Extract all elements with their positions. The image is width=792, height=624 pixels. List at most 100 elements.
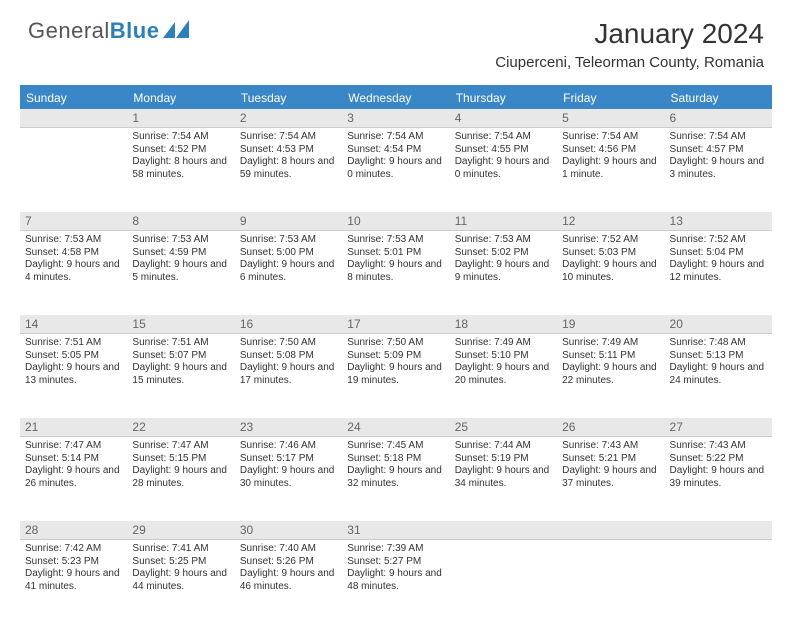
daylight-line: Daylight: 9 hours and 13 minutes. [25, 362, 122, 387]
sunset-line: Sunset: 4:56 PM [562, 144, 659, 157]
sunrise-line: Sunrise: 7:50 AM [347, 337, 444, 350]
daylight-line: Daylight: 9 hours and 3 minutes. [670, 156, 767, 181]
day-cell [20, 128, 127, 212]
sunset-line: Sunset: 5:25 PM [132, 556, 229, 569]
day-number: 30 [235, 521, 342, 539]
daynum-row: 14151617181920 [20, 315, 772, 333]
sunset-line: Sunset: 5:18 PM [347, 453, 444, 466]
header: GeneralBlue January 2024 Ciuperceni, Tel… [0, 0, 792, 77]
daylight-line: Daylight: 9 hours and 1 minute. [562, 156, 659, 181]
sunrise-line: Sunrise: 7:54 AM [455, 131, 552, 144]
day-cell: Sunrise: 7:54 AMSunset: 4:53 PMDaylight:… [235, 128, 342, 212]
sunrise-line: Sunrise: 7:54 AM [670, 131, 767, 144]
sunrise-line: Sunrise: 7:54 AM [240, 131, 337, 144]
day-number: 5 [557, 109, 664, 127]
sunset-line: Sunset: 5:07 PM [132, 350, 229, 363]
day-number: 19 [557, 315, 664, 333]
dow-header: Monday [127, 87, 234, 109]
day-number: 21 [20, 418, 127, 436]
daylight-line: Daylight: 9 hours and 0 minutes. [347, 156, 444, 181]
daylight-line: Daylight: 9 hours and 4 minutes. [25, 259, 122, 284]
day-number: . [557, 521, 664, 539]
sunset-line: Sunset: 5:02 PM [455, 247, 552, 260]
daylight-line: Daylight: 9 hours and 19 minutes. [347, 362, 444, 387]
day-number: 4 [450, 109, 557, 127]
day-number: 14 [20, 315, 127, 333]
brand-part1: General [28, 18, 110, 43]
day-cell [557, 540, 664, 624]
sunset-line: Sunset: 5:03 PM [562, 247, 659, 260]
day-cell: Sunrise: 7:52 AMSunset: 5:04 PMDaylight:… [665, 231, 772, 315]
daylight-line: Daylight: 9 hours and 28 minutes. [132, 465, 229, 490]
sunrise-line: Sunrise: 7:49 AM [562, 337, 659, 350]
daylight-line: Daylight: 9 hours and 37 minutes. [562, 465, 659, 490]
sunset-line: Sunset: 5:04 PM [670, 247, 767, 260]
sunset-line: Sunset: 5:23 PM [25, 556, 122, 569]
day-number: 7 [20, 212, 127, 230]
day-cell: Sunrise: 7:51 AMSunset: 5:05 PMDaylight:… [20, 334, 127, 418]
sunrise-line: Sunrise: 7:50 AM [240, 337, 337, 350]
sunrise-line: Sunrise: 7:53 AM [347, 234, 444, 247]
day-number: 28 [20, 521, 127, 539]
day-cell: Sunrise: 7:47 AMSunset: 5:15 PMDaylight:… [127, 437, 234, 521]
sunset-line: Sunset: 5:19 PM [455, 453, 552, 466]
day-cell: Sunrise: 7:49 AMSunset: 5:11 PMDaylight:… [557, 334, 664, 418]
sunset-line: Sunset: 5:13 PM [670, 350, 767, 363]
day-number: 16 [235, 315, 342, 333]
daylight-line: Daylight: 9 hours and 30 minutes. [240, 465, 337, 490]
day-number: . [665, 521, 772, 539]
day-number: 18 [450, 315, 557, 333]
day-number: 17 [342, 315, 449, 333]
week-row: Sunrise: 7:47 AMSunset: 5:14 PMDaylight:… [20, 436, 772, 521]
daylight-line: Daylight: 9 hours and 24 minutes. [670, 362, 767, 387]
daynum-row: .123456 [20, 109, 772, 127]
sunrise-line: Sunrise: 7:45 AM [347, 440, 444, 453]
day-number: 1 [127, 109, 234, 127]
day-cell: Sunrise: 7:53 AMSunset: 5:02 PMDaylight:… [450, 231, 557, 315]
day-number: 8 [127, 212, 234, 230]
dow-header: Sunday [20, 87, 127, 109]
sunset-line: Sunset: 5:22 PM [670, 453, 767, 466]
sunset-line: Sunset: 5:10 PM [455, 350, 552, 363]
daynum-row: 21222324252627 [20, 418, 772, 436]
sunrise-line: Sunrise: 7:47 AM [25, 440, 122, 453]
day-cell: Sunrise: 7:54 AMSunset: 4:54 PMDaylight:… [342, 128, 449, 212]
sunset-line: Sunset: 4:57 PM [670, 144, 767, 157]
daylight-line: Daylight: 9 hours and 34 minutes. [455, 465, 552, 490]
sunrise-line: Sunrise: 7:52 AM [670, 234, 767, 247]
day-number: 10 [342, 212, 449, 230]
sunset-line: Sunset: 5:11 PM [562, 350, 659, 363]
week-row: Sunrise: 7:51 AMSunset: 5:05 PMDaylight:… [20, 333, 772, 418]
sunrise-line: Sunrise: 7:42 AM [25, 543, 122, 556]
brand-text: GeneralBlue [28, 18, 159, 44]
day-cell: Sunrise: 7:50 AMSunset: 5:09 PMDaylight:… [342, 334, 449, 418]
brand-logo: GeneralBlue [28, 18, 191, 44]
daylight-line: Daylight: 9 hours and 5 minutes. [132, 259, 229, 284]
brand-part2: Blue [110, 18, 160, 43]
sunset-line: Sunset: 4:55 PM [455, 144, 552, 157]
daylight-line: Daylight: 9 hours and 20 minutes. [455, 362, 552, 387]
daylight-line: Daylight: 9 hours and 46 minutes. [240, 568, 337, 593]
sunset-line: Sunset: 5:09 PM [347, 350, 444, 363]
sunrise-line: Sunrise: 7:48 AM [670, 337, 767, 350]
sunset-line: Sunset: 4:58 PM [25, 247, 122, 260]
day-cell: Sunrise: 7:49 AMSunset: 5:10 PMDaylight:… [450, 334, 557, 418]
page-title: January 2024 [495, 18, 764, 50]
sunrise-line: Sunrise: 7:43 AM [562, 440, 659, 453]
daylight-line: Daylight: 9 hours and 0 minutes. [455, 156, 552, 181]
sunset-line: Sunset: 5:00 PM [240, 247, 337, 260]
sunrise-line: Sunrise: 7:51 AM [132, 337, 229, 350]
daylight-line: Daylight: 9 hours and 26 minutes. [25, 465, 122, 490]
dow-header: Tuesday [235, 87, 342, 109]
sunrise-line: Sunrise: 7:53 AM [25, 234, 122, 247]
sunset-line: Sunset: 5:01 PM [347, 247, 444, 260]
sunrise-line: Sunrise: 7:54 AM [562, 131, 659, 144]
day-number: 31 [342, 521, 449, 539]
day-number: 13 [665, 212, 772, 230]
daylight-line: Daylight: 8 hours and 59 minutes. [240, 156, 337, 181]
sunset-line: Sunset: 5:27 PM [347, 556, 444, 569]
sunrise-line: Sunrise: 7:54 AM [347, 131, 444, 144]
day-number: 26 [557, 418, 664, 436]
day-number: . [20, 109, 127, 127]
daylight-line: Daylight: 9 hours and 48 minutes. [347, 568, 444, 593]
